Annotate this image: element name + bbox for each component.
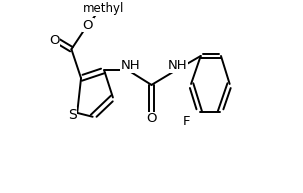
Text: O: O [49,34,59,47]
Text: O: O [82,19,93,32]
Text: S: S [68,108,77,122]
Text: NH: NH [168,59,187,72]
Text: F: F [182,115,190,128]
Text: NH: NH [121,59,140,72]
Text: O: O [146,112,157,125]
Text: methyl: methyl [82,2,124,15]
